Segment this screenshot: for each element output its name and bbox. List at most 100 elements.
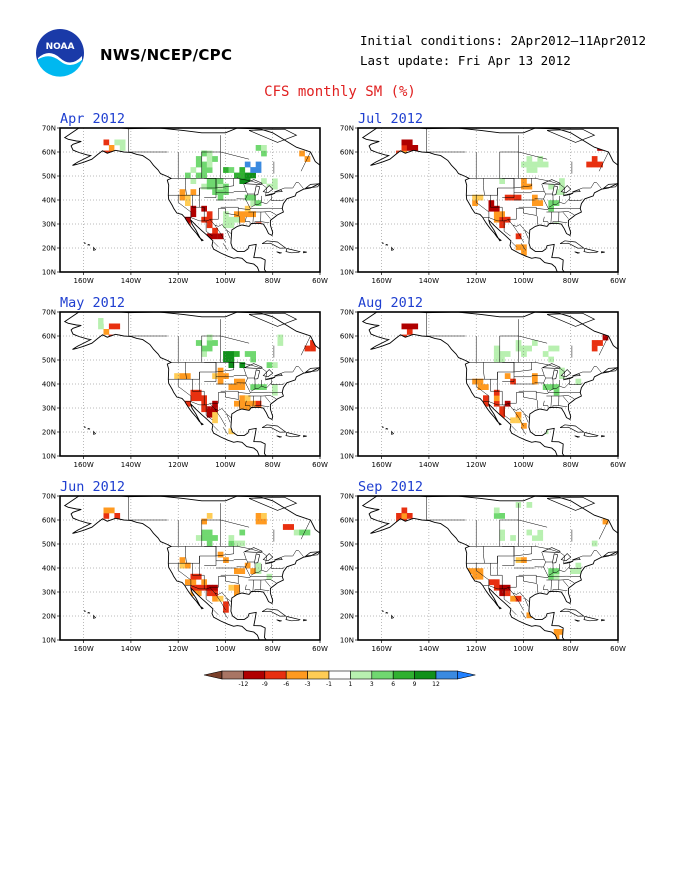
anomaly-cell xyxy=(521,249,527,256)
boundary xyxy=(252,579,254,592)
anomaly-cell xyxy=(477,378,484,385)
island xyxy=(620,356,628,366)
boundary xyxy=(184,401,232,418)
anomaly-cell xyxy=(553,573,560,580)
island xyxy=(559,608,585,617)
anomaly-cell xyxy=(591,156,598,162)
anomaly-cell xyxy=(537,529,544,536)
anomaly-cell xyxy=(532,167,538,173)
boundary xyxy=(490,195,503,221)
anomaly-cell xyxy=(195,573,202,580)
anomaly-cell xyxy=(201,406,207,413)
anomaly-cell xyxy=(521,351,527,357)
boundary xyxy=(254,195,262,206)
lon-tick-label: 160W xyxy=(73,277,93,285)
boundary xyxy=(243,367,247,376)
anomaly-cell xyxy=(472,573,478,580)
boundary xyxy=(248,211,277,216)
anomaly-cell xyxy=(206,590,213,597)
island xyxy=(620,540,628,550)
island xyxy=(583,432,599,438)
anomaly-cell xyxy=(406,329,413,335)
anomaly-cell xyxy=(98,323,104,330)
lat-tick-label: 50N xyxy=(42,173,56,181)
boundary xyxy=(598,519,609,540)
lon-tick-label: 60W xyxy=(312,277,328,285)
anomaly-cell xyxy=(255,518,262,525)
island xyxy=(583,616,599,622)
lat-tick-label: 10N xyxy=(42,637,56,645)
anomaly-cell xyxy=(532,535,538,541)
anomaly-cell xyxy=(493,205,500,212)
island xyxy=(261,424,287,433)
lon-tick-label: 80W xyxy=(563,277,579,285)
island xyxy=(574,435,580,438)
anomaly-cell xyxy=(212,411,218,418)
anomaly-cell xyxy=(190,579,197,586)
boundary xyxy=(264,580,271,587)
lon-tick-label: 100W xyxy=(215,461,235,469)
anomaly-cell xyxy=(239,378,246,385)
lon-tick-label: 60W xyxy=(610,277,626,285)
anomaly-cell xyxy=(185,562,191,569)
anomaly-cell xyxy=(515,411,522,418)
anomaly-cell xyxy=(255,568,262,574)
anomaly-cell xyxy=(532,373,538,379)
lat-tick-label: 60N xyxy=(340,149,354,157)
anomaly-cell xyxy=(239,216,246,223)
boundary xyxy=(536,566,549,578)
colorbar-swatch xyxy=(371,670,394,680)
anomaly-cell xyxy=(114,145,121,151)
anomaly-cell xyxy=(499,172,505,179)
anomaly-cell xyxy=(537,200,544,206)
anomaly-cell xyxy=(234,590,240,597)
island xyxy=(285,432,301,438)
boundary xyxy=(569,563,583,569)
anomaly-cell xyxy=(401,507,408,514)
island xyxy=(382,610,385,612)
boundary xyxy=(261,382,272,389)
lon-tick-label: 120W xyxy=(168,277,188,285)
boundary xyxy=(552,379,560,390)
island xyxy=(601,251,605,254)
lat-tick-label: 30N xyxy=(42,221,56,229)
lat-tick-label: 70N xyxy=(340,309,354,317)
anomaly-cell xyxy=(406,145,413,151)
anomaly-cell xyxy=(412,323,419,330)
anomaly-cell xyxy=(239,167,246,173)
anomaly-cell xyxy=(488,178,495,184)
boundary xyxy=(222,427,229,435)
anomaly-cell xyxy=(477,568,484,574)
anomaly-cell xyxy=(548,568,554,574)
anomaly-cell xyxy=(223,222,229,229)
lon-tick-label: 100W xyxy=(513,645,533,653)
lat-tick-label: 40N xyxy=(42,565,56,573)
lat-tick-label: 30N xyxy=(42,589,56,597)
anomaly-cell xyxy=(185,200,191,206)
boundary xyxy=(171,177,238,179)
anomaly-cell xyxy=(239,568,246,574)
anomaly-cell xyxy=(179,557,186,563)
anomaly-cell xyxy=(212,156,218,162)
anomaly-cell xyxy=(206,156,213,162)
anomaly-cell xyxy=(526,529,533,536)
island xyxy=(601,619,605,622)
boundary xyxy=(213,241,219,247)
anomaly-cell xyxy=(548,345,554,352)
anomaly-cell xyxy=(396,513,402,519)
anomaly-cell xyxy=(212,417,218,424)
anomaly-cell xyxy=(521,502,527,508)
anomaly-cell xyxy=(575,568,582,574)
anomaly-cell xyxy=(493,211,500,218)
anomaly-cell xyxy=(304,345,311,352)
lat-tick-label: 10N xyxy=(42,269,56,277)
anomaly-cell xyxy=(559,373,565,379)
boundary xyxy=(171,361,238,363)
lat-tick-label: 50N xyxy=(340,357,354,365)
boundary xyxy=(214,592,226,611)
anomaly-cell xyxy=(223,557,229,563)
map-panel: 70N 60N 50N 40N 30N 20N 10N 160W 140W 120W 100W 80W… xyxy=(340,309,628,470)
anomaly-cell xyxy=(488,205,495,212)
lon-tick-label: 60W xyxy=(610,645,626,653)
anomaly-cell xyxy=(119,145,126,151)
